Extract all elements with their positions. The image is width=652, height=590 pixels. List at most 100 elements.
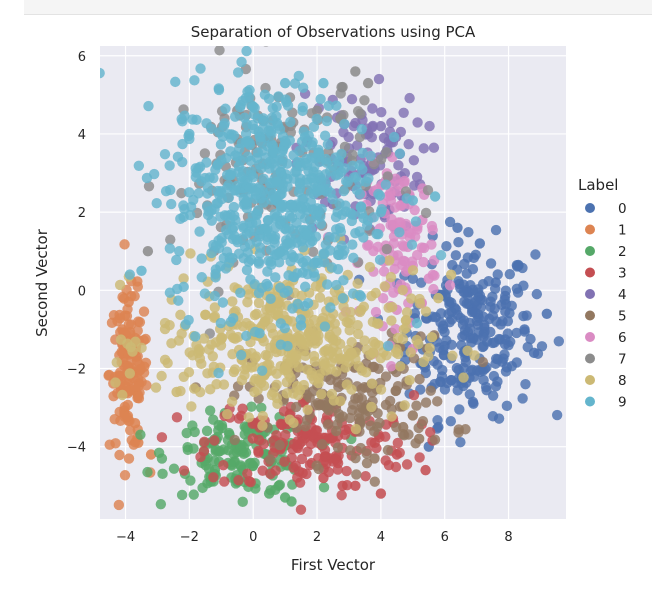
data-point — [382, 340, 394, 352]
data-point — [296, 290, 307, 301]
data-point — [164, 243, 176, 254]
data-point — [444, 316, 455, 328]
data-point — [119, 239, 130, 250]
data-point — [279, 77, 291, 89]
data-point — [351, 140, 363, 151]
data-point — [294, 209, 306, 220]
data-point — [338, 185, 349, 197]
data-point — [237, 403, 248, 414]
legend-label: 6 — [618, 330, 627, 346]
data-point — [360, 470, 371, 482]
data-point — [345, 347, 357, 359]
data-point — [444, 280, 456, 291]
data-point — [221, 246, 233, 257]
data-point — [239, 112, 250, 123]
data-point — [123, 453, 135, 464]
data-point — [300, 281, 311, 292]
data-point — [511, 259, 523, 271]
data-point — [332, 442, 344, 453]
data-point — [260, 152, 271, 163]
data-point — [240, 136, 251, 148]
data-point — [321, 279, 333, 290]
data-point — [344, 445, 356, 456]
data-point — [319, 321, 331, 332]
data-point — [145, 449, 157, 460]
data-point — [437, 323, 449, 334]
data-point — [330, 212, 342, 223]
data-point — [111, 357, 122, 368]
data-point — [237, 496, 248, 508]
data-point — [257, 410, 269, 422]
data-point — [238, 442, 250, 453]
data-point — [195, 63, 206, 74]
data-point — [286, 452, 298, 464]
data-point — [368, 158, 380, 170]
data-point — [131, 355, 143, 366]
data-point — [376, 106, 387, 118]
data-point — [390, 385, 401, 397]
data-point — [320, 458, 332, 470]
legend-label: 1 — [618, 223, 627, 239]
data-point — [434, 342, 445, 353]
data-point — [491, 316, 502, 327]
data-point — [196, 272, 207, 283]
data-point — [306, 336, 317, 347]
data-point — [171, 412, 183, 423]
data-point — [253, 258, 265, 269]
data-point — [296, 201, 307, 212]
data-point — [290, 401, 302, 413]
data-point — [363, 239, 374, 251]
data-point — [501, 362, 513, 373]
data-point — [423, 273, 434, 284]
x-tick-label: 0 — [249, 530, 257, 545]
data-point — [437, 364, 448, 376]
data-point — [423, 351, 434, 362]
data-point — [251, 308, 262, 320]
y-tick-label: 0 — [78, 284, 86, 299]
data-point — [206, 123, 217, 135]
data-point — [249, 386, 260, 398]
data-point — [271, 111, 282, 122]
x-tick-label: 4 — [377, 530, 385, 545]
data-point — [365, 420, 376, 431]
data-point — [217, 131, 229, 142]
data-point — [275, 200, 287, 211]
data-point — [179, 203, 190, 215]
data-point — [208, 472, 219, 483]
data-point — [213, 446, 224, 457]
data-point — [248, 225, 259, 236]
data-point — [123, 296, 134, 308]
data-point — [173, 295, 184, 306]
data-point — [518, 310, 529, 322]
data-point — [429, 434, 441, 445]
data-point — [335, 338, 346, 350]
data-point — [369, 453, 380, 464]
data-point — [257, 420, 268, 431]
data-point — [325, 302, 336, 313]
data-point — [425, 427, 436, 438]
y-tick-labels: −4 −2 0 2 4 6 — [67, 50, 86, 456]
data-point — [306, 172, 317, 184]
data-point — [294, 183, 306, 194]
data-point — [218, 379, 230, 390]
data-point — [172, 151, 184, 163]
data-point — [206, 215, 217, 226]
data-point — [406, 293, 417, 304]
data-point — [202, 188, 213, 199]
data-point — [88, 291, 98, 301]
data-point — [353, 360, 364, 372]
data-point — [310, 400, 321, 411]
data-point — [286, 199, 297, 211]
data-point — [230, 150, 241, 161]
data-point — [184, 128, 195, 140]
data-point — [452, 222, 463, 233]
data-point — [480, 381, 492, 393]
data-point — [361, 448, 372, 459]
data-point — [325, 313, 336, 324]
data-point — [270, 272, 281, 283]
data-point — [124, 368, 136, 379]
data-point — [492, 269, 503, 280]
data-point — [348, 120, 359, 132]
data-point — [518, 280, 529, 291]
data-point — [183, 187, 195, 198]
